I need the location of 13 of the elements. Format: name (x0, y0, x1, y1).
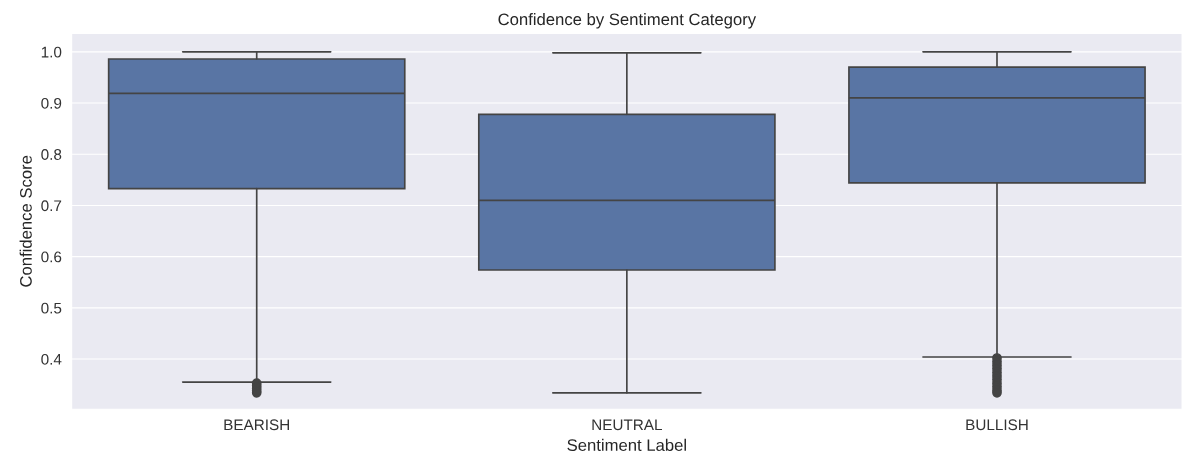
y-tick-label: 0.9 (41, 97, 62, 109)
x-tick-label: BEARISH (224, 419, 289, 431)
y-tick-label: 0.5 (41, 302, 62, 314)
y-tick-label: 0.7 (41, 200, 62, 212)
y-tick-label: 0.4 (41, 353, 62, 365)
y-tick-label: 0.6 (41, 251, 62, 263)
y-axis-title: Confidence Score (19, 155, 32, 287)
y-tick-label: 1.0 (41, 46, 62, 58)
x-tick-label: BULLISH (966, 419, 1028, 431)
x-axis-title: Sentiment Label (567, 438, 686, 452)
chart-title: Confidence by Sentiment Category (498, 13, 757, 29)
x-tick-label: NEUTRAL (592, 419, 662, 431)
y-tick-label: 0.8 (41, 149, 62, 160)
